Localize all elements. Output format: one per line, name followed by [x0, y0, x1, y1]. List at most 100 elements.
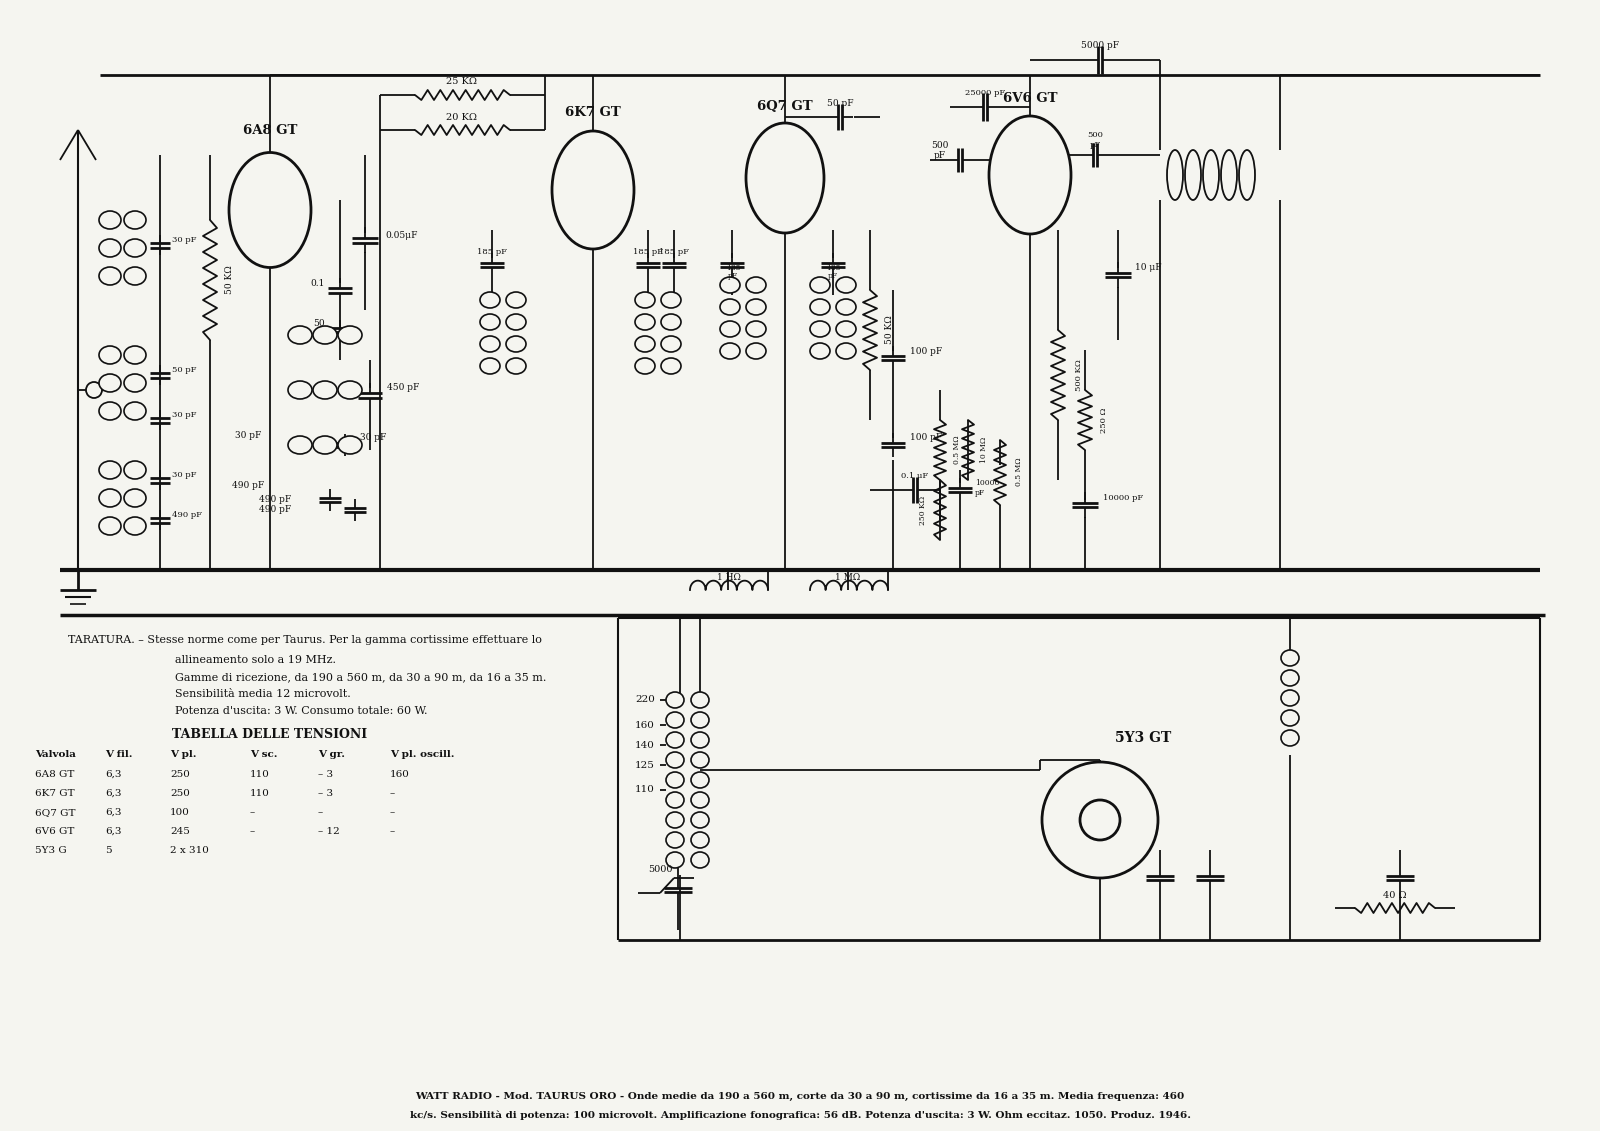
Ellipse shape: [288, 381, 312, 399]
Ellipse shape: [635, 292, 654, 308]
Text: 5Y3 GT: 5Y3 GT: [1115, 731, 1171, 745]
Text: 1 MΩ: 1 MΩ: [835, 573, 861, 582]
Ellipse shape: [810, 343, 830, 359]
Ellipse shape: [338, 326, 362, 344]
Ellipse shape: [835, 277, 856, 293]
Circle shape: [1080, 800, 1120, 840]
Ellipse shape: [635, 359, 654, 374]
Ellipse shape: [125, 374, 146, 392]
Text: V pl. oscill.: V pl. oscill.: [390, 750, 454, 759]
Text: 2 x 310: 2 x 310: [170, 846, 210, 855]
Ellipse shape: [99, 374, 122, 392]
Ellipse shape: [810, 299, 830, 316]
Text: 220: 220: [635, 696, 654, 705]
Ellipse shape: [635, 314, 654, 330]
Ellipse shape: [99, 489, 122, 507]
Ellipse shape: [691, 692, 709, 708]
Text: 250: 250: [170, 789, 190, 798]
Ellipse shape: [288, 435, 312, 454]
Text: 5Y3 G: 5Y3 G: [35, 846, 67, 855]
Ellipse shape: [746, 277, 766, 293]
Text: 40 Ω: 40 Ω: [1382, 890, 1406, 899]
Text: 6A8 GT: 6A8 GT: [35, 770, 74, 779]
Ellipse shape: [125, 267, 146, 285]
Text: 6,3: 6,3: [106, 789, 122, 798]
Text: –: –: [390, 789, 395, 798]
Ellipse shape: [666, 752, 685, 768]
Ellipse shape: [720, 277, 739, 293]
Ellipse shape: [810, 277, 830, 293]
Ellipse shape: [691, 852, 709, 867]
Ellipse shape: [125, 517, 146, 535]
Ellipse shape: [99, 402, 122, 420]
Text: 160: 160: [390, 770, 410, 779]
Text: –: –: [250, 827, 256, 836]
Text: 450 pF: 450 pF: [387, 383, 419, 392]
Ellipse shape: [480, 292, 499, 308]
Text: V sc.: V sc.: [250, 750, 277, 759]
Ellipse shape: [635, 336, 654, 352]
Ellipse shape: [125, 346, 146, 364]
Ellipse shape: [666, 812, 685, 828]
Text: 0.1 μF: 0.1 μF: [901, 472, 928, 480]
Ellipse shape: [720, 321, 739, 337]
Ellipse shape: [1166, 150, 1182, 200]
Ellipse shape: [691, 732, 709, 748]
Text: 50: 50: [314, 319, 325, 328]
Text: kc/s. Sensibilità di potenza: 100 microvolt. Amplificazione fonografica: 56 dB. : kc/s. Sensibilità di potenza: 100 microv…: [410, 1110, 1190, 1120]
Ellipse shape: [1221, 150, 1237, 200]
Ellipse shape: [666, 852, 685, 867]
Text: 490 pF: 490 pF: [173, 511, 202, 519]
Ellipse shape: [125, 489, 146, 507]
Ellipse shape: [746, 299, 766, 316]
Ellipse shape: [746, 321, 766, 337]
Ellipse shape: [661, 336, 682, 352]
Text: Sensibilità media 12 microvolt.: Sensibilità media 12 microvolt.: [174, 689, 350, 699]
Text: 100 pF: 100 pF: [910, 347, 942, 356]
Text: Potenza d'uscita: 3 W. Consumo totale: 60 W.: Potenza d'uscita: 3 W. Consumo totale: 6…: [174, 706, 427, 716]
Text: 6K7 GT: 6K7 GT: [565, 105, 621, 119]
Ellipse shape: [99, 461, 122, 480]
Text: V pl.: V pl.: [170, 750, 197, 759]
Text: 30 pF: 30 pF: [173, 411, 197, 418]
Text: 490 pF: 490 pF: [232, 481, 264, 490]
Ellipse shape: [506, 314, 526, 330]
Text: 490 pF: 490 pF: [259, 495, 291, 504]
Ellipse shape: [691, 792, 709, 808]
Ellipse shape: [691, 812, 709, 828]
Text: 6Q7 GT: 6Q7 GT: [757, 100, 813, 112]
Ellipse shape: [666, 792, 685, 808]
Text: 30 pF: 30 pF: [360, 433, 386, 442]
Text: 250 Ω: 250 Ω: [1101, 407, 1107, 433]
Ellipse shape: [125, 402, 146, 420]
Text: 185 pF: 185 pF: [477, 248, 507, 256]
Text: TABELLA DELLE TENSIONI: TABELLA DELLE TENSIONI: [173, 728, 368, 741]
Text: 6K7 GT: 6K7 GT: [35, 789, 75, 798]
Text: – 12: – 12: [318, 827, 339, 836]
Text: 250: 250: [170, 770, 190, 779]
Text: 50 pF: 50 pF: [827, 98, 853, 107]
Ellipse shape: [1282, 729, 1299, 746]
Text: V fil.: V fil.: [106, 750, 133, 759]
Text: 0.5 MΩ: 0.5 MΩ: [954, 435, 962, 465]
Text: –: –: [318, 808, 323, 817]
Text: 1 HΩ: 1 HΩ: [717, 573, 741, 582]
Ellipse shape: [1238, 150, 1254, 200]
Ellipse shape: [125, 461, 146, 480]
Ellipse shape: [99, 239, 122, 257]
Ellipse shape: [746, 343, 766, 359]
Ellipse shape: [314, 435, 338, 454]
Text: 500 KΩ: 500 KΩ: [1075, 360, 1083, 391]
Text: 500: 500: [931, 140, 949, 149]
Text: 185 pF: 185 pF: [634, 248, 662, 256]
Text: 110: 110: [250, 770, 270, 779]
Text: 20 KΩ: 20 KΩ: [446, 112, 477, 121]
Ellipse shape: [691, 772, 709, 788]
Text: 0.1: 0.1: [310, 278, 325, 287]
Ellipse shape: [314, 326, 338, 344]
Text: 245: 245: [170, 827, 190, 836]
Ellipse shape: [125, 211, 146, 228]
Ellipse shape: [506, 336, 526, 352]
Ellipse shape: [1282, 710, 1299, 726]
Text: 10000 pF: 10000 pF: [1102, 494, 1144, 502]
